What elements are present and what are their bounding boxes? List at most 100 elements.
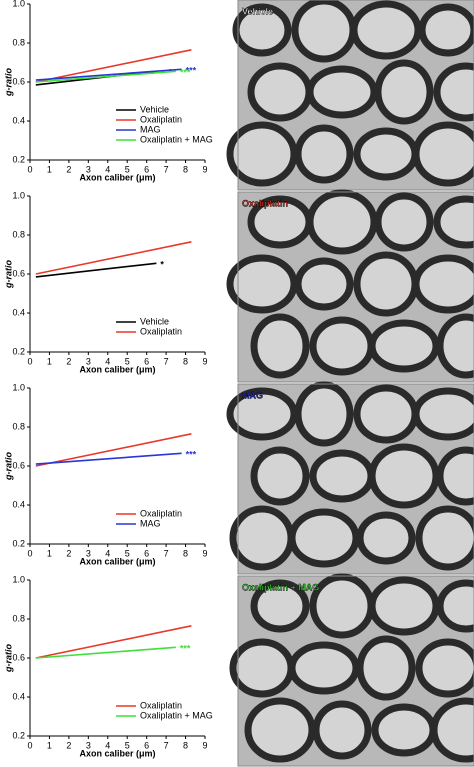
myelin-sheath	[306, 65, 378, 119]
legend-label: Oxaliplatin	[140, 326, 182, 336]
x-tick-label: 1	[47, 164, 52, 174]
x-tick-label: 7	[164, 548, 169, 558]
myelin-sheath	[250, 446, 310, 506]
regression-line	[35, 49, 192, 83]
myelin-sheath	[226, 121, 298, 187]
image-label: MAG	[242, 390, 263, 400]
significance: ***	[180, 68, 191, 78]
x-tick-label: 5	[125, 356, 130, 366]
x-tick-label: 2	[66, 164, 71, 174]
legend-label: MAG	[140, 124, 161, 134]
legend-label: Vehicle	[140, 104, 169, 114]
myelin-sheath	[412, 254, 474, 314]
legend-label: Oxaliplatin	[140, 700, 182, 710]
x-tick-label: 5	[125, 164, 130, 174]
y-tick-label: 0.4	[12, 691, 25, 701]
y-axis-title: g-ratio	[3, 260, 13, 290]
myelin-sheath	[247, 62, 313, 122]
x-tick-label: 0	[27, 356, 32, 366]
x-tick-label: 7	[164, 164, 169, 174]
myelin-sheath	[374, 192, 434, 252]
myelin-sheath	[356, 635, 416, 701]
myelin-sheath	[309, 573, 375, 639]
myelin-sheath	[368, 319, 440, 373]
x-tick-label: 5	[125, 740, 130, 750]
regression-line	[35, 452, 182, 465]
myelin-sheath	[288, 641, 360, 695]
myelin-sheath	[229, 505, 295, 571]
myelin-sheath	[356, 511, 416, 565]
y-tick-label: 1.0	[12, 0, 25, 8]
x-tick-label: 8	[183, 356, 188, 366]
y-axis-title: g-ratio	[3, 68, 13, 98]
x-tick-label: 9	[202, 548, 207, 558]
legend-label: Oxaliplatin	[140, 114, 182, 124]
y-tick-label: 0.6	[12, 460, 25, 470]
myelin-sheath	[309, 449, 375, 503]
myelin-sheath	[294, 381, 354, 447]
myelin-sheath	[353, 384, 419, 444]
regression-line	[35, 262, 157, 278]
x-tick-label: 4	[105, 740, 110, 750]
y-tick-label: 0.2	[12, 730, 25, 740]
x-tick-label: 7	[164, 740, 169, 750]
micrograph	[229, 573, 474, 767]
x-tick-label: 6	[144, 740, 149, 750]
myelin-sheath	[312, 700, 372, 760]
myelin-sheath	[436, 446, 474, 506]
x-tick-label: 1	[47, 356, 52, 366]
myelin-sheath	[294, 257, 354, 311]
myelin-sheath	[250, 313, 310, 379]
myelin-sheath	[415, 505, 474, 571]
myelin-sheath	[368, 443, 440, 509]
myelin-sheath	[232, 3, 292, 57]
regression-line	[35, 70, 176, 83]
myelin-sheath	[229, 638, 295, 698]
y-tick-label: 0.8	[12, 613, 25, 623]
legend-label: MAG	[140, 518, 161, 528]
x-tick-label: 1	[47, 548, 52, 558]
image-label: Vehicle	[242, 6, 273, 16]
y-tick-label: 0.6	[12, 652, 25, 662]
significance: ***	[186, 450, 197, 460]
x-tick-label: 8	[183, 740, 188, 750]
x-tick-label: 5	[125, 548, 130, 558]
x-tick-label: 6	[144, 164, 149, 174]
y-tick-label: 0.8	[12, 229, 25, 239]
myelin-sheath	[226, 254, 298, 314]
x-tick-label: 0	[27, 164, 32, 174]
myelin-sheath	[436, 313, 474, 379]
significance: ***	[180, 644, 191, 654]
image-label: Oxaliplatin	[242, 198, 288, 208]
x-tick-label: 7	[164, 356, 169, 366]
micrograph-frame	[237, 0, 474, 191]
x-axis-title: Axon caliber (μm)	[79, 364, 155, 374]
x-tick-label: 9	[202, 740, 207, 750]
y-tick-label: 0.6	[12, 268, 25, 278]
x-tick-label: 0	[27, 548, 32, 558]
x-tick-label: 4	[105, 164, 110, 174]
regression-line	[35, 433, 192, 467]
myelin-sheath	[412, 387, 474, 441]
x-tick-label: 8	[183, 548, 188, 558]
significance: ***	[186, 66, 197, 76]
myelin-sheath	[433, 195, 474, 249]
y-tick-label: 0.2	[12, 346, 25, 356]
x-tick-label: 2	[66, 740, 71, 750]
significance: *	[160, 260, 164, 270]
myelin-sheath	[244, 697, 316, 763]
micrograph-frame	[237, 191, 474, 383]
myelin-sheath	[436, 579, 474, 633]
legend-label: Oxaliplatin + MAG	[140, 134, 213, 144]
x-tick-label: 6	[144, 356, 149, 366]
significance: *	[168, 68, 172, 78]
myelin-sheath	[353, 251, 419, 317]
x-tick-label: 0	[27, 740, 32, 750]
myelin-sheath	[306, 189, 378, 255]
y-tick-label: 0.2	[12, 538, 25, 548]
regression-line	[35, 646, 176, 659]
myelin-sheath	[371, 703, 437, 757]
y-tick-label: 0.4	[12, 115, 25, 125]
myelin-sheath	[226, 387, 298, 441]
x-tick-label: 1	[47, 740, 52, 750]
